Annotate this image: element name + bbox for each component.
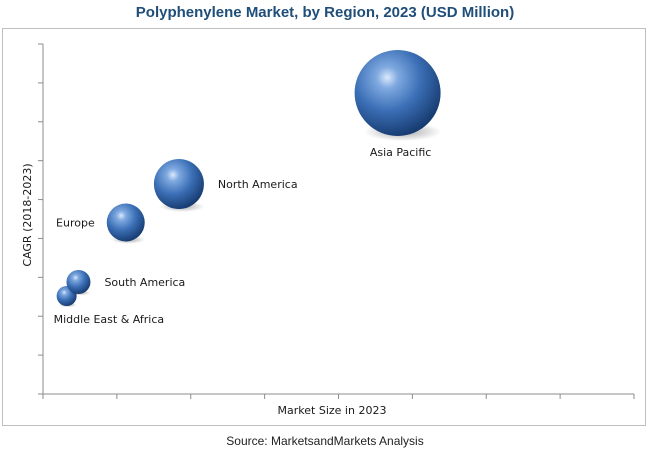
bubble-label: North America — [218, 178, 298, 191]
y-axis-label: CAGR (2018-2023) — [21, 163, 34, 266]
bubble — [354, 50, 441, 136]
bubble-label: Europe — [56, 217, 95, 230]
bubble-label: Asia Pacific — [370, 146, 432, 159]
bubble-labels: Middle East & Africa South America Europe N… — [54, 146, 432, 326]
bubble-label: Middle East & Africa — [54, 313, 165, 326]
chart-frame — [2, 28, 646, 426]
bubble — [106, 203, 145, 242]
x-axis-ticks — [42, 394, 635, 399]
bubble-label: South America — [104, 276, 185, 289]
source-note: Source: MarketsandMarkets Analysis — [226, 434, 424, 448]
bubble — [66, 270, 91, 294]
bubbles — [56, 50, 442, 308]
chart-title: Polyphenylene Market, by Region, 2023 (U… — [135, 4, 515, 21]
x-axis-label: Market Size in 2023 — [278, 404, 387, 417]
bubble — [153, 159, 204, 209]
y-axis-ticks — [38, 43, 43, 395]
